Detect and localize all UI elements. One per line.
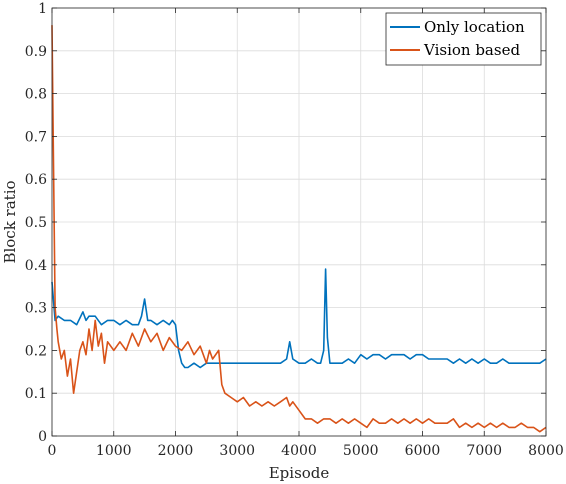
y-tick-label: 1 [38, 1, 47, 17]
y-tick-label: 0.1 [25, 386, 47, 402]
x-tick-label: 1000 [96, 443, 132, 459]
x-tick-label: 3000 [219, 443, 255, 459]
y-tick-label: 0 [38, 429, 47, 445]
x-tick-label: 6000 [405, 443, 441, 459]
x-tick-label: 8000 [528, 443, 564, 459]
ticks: 0 1000 2000 3000 4000 5000 6000 7000 8000 0 0.1 0.2… [25, 1, 564, 459]
x-tick-label: 0 [48, 443, 57, 459]
legend-box [385, 12, 542, 66]
y-tick-label: 0.4 [25, 258, 47, 274]
y-tick-label: 0.7 [25, 129, 47, 145]
legend-label-only-location: Only location [424, 18, 525, 36]
y-tick-label: 0.5 [25, 215, 47, 231]
x-tick-label: 7000 [466, 443, 502, 459]
series-line-only-location [51, 268, 547, 369]
y-tick-label: 0.6 [25, 172, 47, 188]
legend-label-vision-based: Vision based [423, 41, 520, 59]
y-axis-label: Block ratio [1, 180, 19, 263]
series-line-vision-based [51, 25, 547, 433]
y-tick-label: 0.3 [25, 301, 47, 317]
y-tick-label: 0.2 [25, 343, 47, 359]
y-tick-label: 0.9 [25, 44, 47, 60]
x-tick-label: 4000 [281, 443, 317, 459]
legend: Only location Vision based [385, 12, 542, 66]
y-tick-label: 0.8 [25, 87, 47, 103]
x-tick-label: 2000 [158, 443, 194, 459]
series-lines [51, 25, 547, 433]
x-tick-label: 5000 [343, 443, 379, 459]
x-axis-label: Episode [269, 464, 330, 482]
